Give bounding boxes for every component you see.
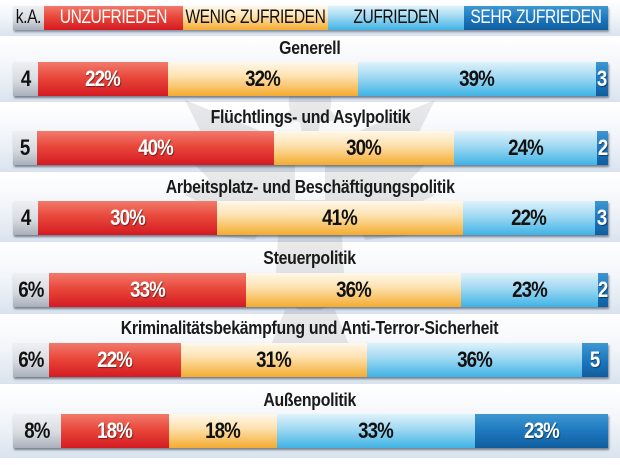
- legend-item-ka: k.A.: [13, 6, 44, 30]
- segment-sehr-zufrieden: 3: [595, 201, 608, 235]
- legend-item-unzufrieden: UNZUFRIEDEN: [44, 6, 183, 30]
- stacked-bar-generell: 4 22% 32% 39% 3: [13, 62, 608, 96]
- stacked-bar-arbeitsplatz-beschaeftigungspolitik: 4 30% 41% 22% 3: [13, 201, 608, 235]
- segment-unzufrieden: 33%: [49, 273, 246, 307]
- legend-label: k.A.: [15, 7, 42, 28]
- stacked-bar-steuerpolitik: 6% 33% 36% 23% 2: [13, 273, 609, 307]
- legend: k.A. UNZUFRIEDEN WENIG ZUFRIEDEN ZUFRIED…: [13, 6, 608, 30]
- segment-unzufrieden: 18%: [61, 414, 169, 448]
- segment-wenig-zufrieden: 30%: [274, 131, 454, 165]
- legend-label: SEHR ZUFRIEDEN: [470, 7, 602, 28]
- segment-unzufrieden: 22%: [38, 62, 168, 96]
- segment-wenig-zufrieden: 36%: [246, 273, 461, 307]
- segment-zufrieden: 23%: [461, 273, 598, 307]
- segment-ka: 6%: [13, 343, 49, 377]
- legend-label: WENIG ZUFRIEDEN: [185, 7, 326, 28]
- legend-item-sehr-zufrieden: SEHR ZUFRIEDEN: [464, 6, 608, 30]
- stacked-bar-aussenpolitik: 8% 18% 18% 33% 23%: [13, 414, 608, 448]
- segment-ka: 4: [13, 201, 38, 235]
- segment-wenig-zufrieden: 41%: [217, 201, 463, 235]
- segment-zufrieden: 33%: [277, 414, 475, 448]
- row-title: Arbeitsplatz- und Beschäftigungspolitik: [165, 177, 455, 197]
- segment-unzufrieden: 30%: [38, 201, 217, 235]
- segment-wenig-zufrieden: 18%: [169, 414, 277, 448]
- segment-wenig-zufrieden: 32%: [168, 62, 358, 96]
- segment-zufrieden: 24%: [454, 131, 597, 165]
- row-title: Generell: [279, 38, 341, 58]
- segment-ka: 8%: [13, 414, 61, 448]
- segment-zufrieden: 39%: [358, 62, 596, 96]
- segment-ka: 5: [13, 131, 37, 165]
- stacked-bar-fluechtlings-asylpolitik: 5 40% 30% 24% 2: [13, 131, 608, 165]
- segment-unzufrieden: 22%: [49, 343, 181, 377]
- segment-sehr-zufrieden: 5: [582, 343, 608, 377]
- row-title: Außenpolitik: [263, 390, 357, 410]
- segment-sehr-zufrieden: 23%: [475, 414, 608, 448]
- segment-sehr-zufrieden: 2: [597, 131, 608, 165]
- segment-sehr-zufrieden: 3: [596, 62, 608, 96]
- row-title: Steuerpolitik: [263, 248, 357, 268]
- legend-item-wenig-zufrieden: WENIG ZUFRIEDEN: [183, 6, 328, 30]
- segment-sehr-zufrieden: 2: [598, 273, 609, 307]
- stacked-bar-kriminalitaetsbekaempfung: 6% 22% 31% 36% 5: [13, 343, 608, 377]
- row-title: Kriminalitätsbekämpfung und Anti-Terror-…: [121, 318, 499, 338]
- legend-label: UNZUFRIEDEN: [59, 7, 168, 28]
- segment-ka: 6%: [13, 273, 49, 307]
- segment-zufrieden: 22%: [463, 201, 595, 235]
- legend-label: ZUFRIEDEN: [353, 7, 439, 28]
- row-title: Flüchtlings- und Asylpolitik: [210, 107, 410, 127]
- segment-wenig-zufrieden: 31%: [181, 343, 367, 377]
- segment-ka: 4: [13, 62, 38, 96]
- segment-zufrieden: 36%: [367, 343, 582, 377]
- legend-item-zufrieden: ZUFRIEDEN: [328, 6, 464, 30]
- segment-unzufrieden: 40%: [37, 131, 274, 165]
